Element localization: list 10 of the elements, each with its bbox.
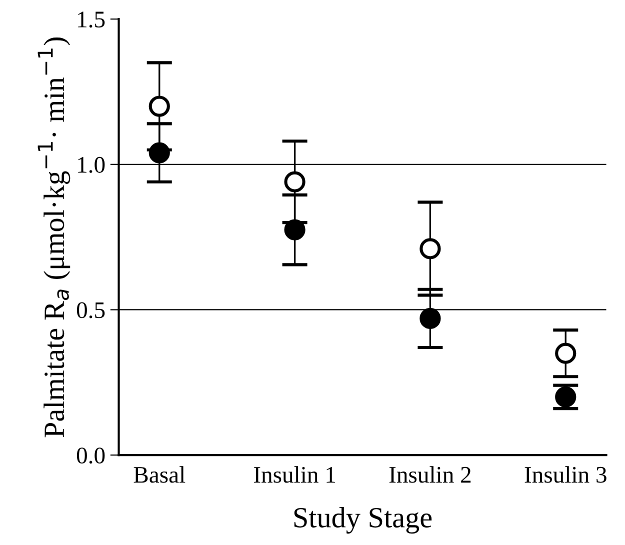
y-tick-label: 0.0 [76, 448, 105, 464]
y-tick-label: 1.0 [78, 156, 105, 173]
x-tick-label: Insulin 2 [389, 466, 471, 483]
y-tick-label: 0.5 [76, 302, 105, 318]
y-axis-title: Palmitate R$_{a}$ (μmol·kg$^{−1}$· min$^{−1}$) [38, 37, 70, 438]
x-tick-label: Basal [134, 466, 186, 483]
x-tick-label: Insulin 1 [254, 466, 336, 483]
x-tick-label: Insulin 3 [524, 466, 606, 483]
x-axis-title: Study Stage [294, 507, 432, 534]
y-tick-label: 1.5 [78, 12, 105, 28]
